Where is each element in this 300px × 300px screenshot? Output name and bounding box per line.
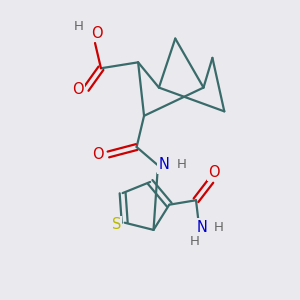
Text: N: N — [158, 158, 169, 172]
Text: H: H — [74, 20, 84, 33]
Text: H: H — [213, 220, 223, 233]
Text: O: O — [208, 164, 220, 179]
Text: O: O — [92, 147, 104, 162]
Text: N: N — [196, 220, 207, 235]
Text: S: S — [112, 217, 121, 232]
Text: O: O — [91, 26, 102, 41]
Text: O: O — [72, 82, 84, 97]
Text: H: H — [177, 158, 187, 171]
Text: H: H — [190, 236, 200, 248]
